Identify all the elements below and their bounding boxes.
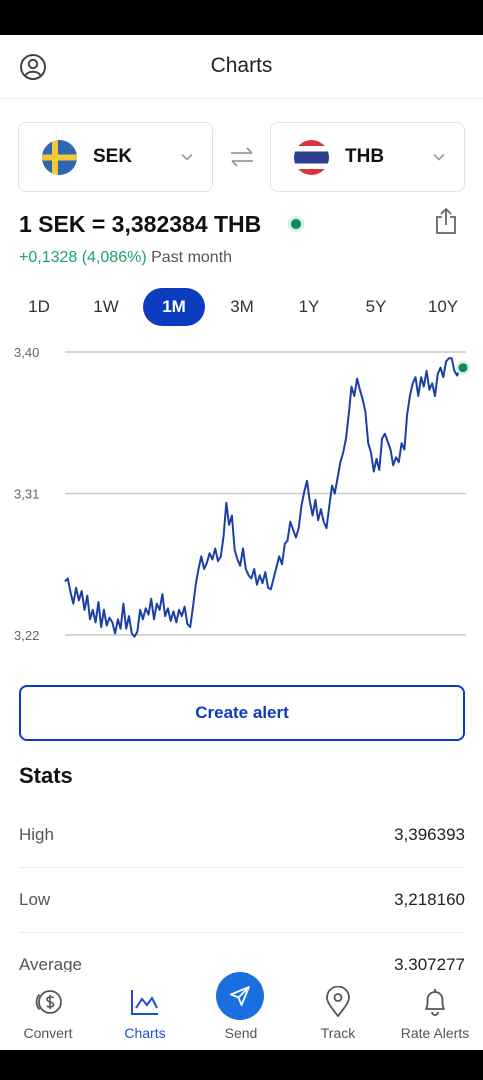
thailand-flag-icon [294,140,329,175]
chevron-down-icon [181,153,193,161]
stat-value: 3,396393 [394,825,465,844]
series-line [64,357,461,638]
range-1w-button[interactable]: 1W [93,297,119,316]
nav-convert[interactable]: Convert [0,972,96,1050]
nav-rate-alerts[interactable]: Rate Alerts [387,972,483,1050]
nav-send[interactable]: Send [193,972,289,1050]
page-title: Charts [210,54,273,77]
stat-value: 3.307277 [394,955,465,974]
from-currency-selector[interactable]: SEK [18,122,213,192]
chevron-down-icon [433,153,445,161]
live-status-dot [291,219,301,229]
rate-change-value: +0,1328 (4,086%) [19,249,147,266]
sweden-flag-icon [42,140,77,175]
nav-charts[interactable]: Charts [97,972,193,1050]
stat-row-high: High 3,396393 [19,803,465,868]
stats-heading: Stats [19,763,73,788]
send-button-circle [216,972,264,1020]
rate-chart[interactable]: 3,40 3,31 3,22 [0,335,483,655]
stat-label: Average [19,955,83,974]
time-range-selector: 1D 1W 1M 3M 1Y 5Y 10Y [8,288,476,326]
bell-icon [425,989,445,1016]
stat-value: 3,218160 [394,890,465,909]
from-currency-code: SEK [93,146,133,167]
rate-change: +0,1328 (4,086%) Past month [19,249,232,267]
end-marker [458,363,468,373]
to-currency-selector[interactable]: THB [270,122,465,192]
top-header: Charts [0,35,483,99]
stat-label: Low [19,890,51,909]
bottom-nav: Convert Charts Send Track [0,972,483,1050]
location-pin-icon [326,986,350,1018]
nav-label: Rate Alerts [400,1025,470,1041]
swap-arrows-icon[interactable] [228,143,256,171]
nav-label: Charts [124,1025,166,1041]
range-10y-button[interactable]: 10Y [427,297,459,316]
nav-label: Track [320,1025,356,1041]
y-tick-label: 3,31 [14,487,39,502]
range-1m-button[interactable]: 1M [143,288,205,326]
rate-change-period: Past month [151,249,233,266]
range-1d-button[interactable]: 1D [28,297,50,316]
stat-label: High [19,825,54,844]
range-1y-button[interactable]: 1Y [298,297,320,316]
coins-icon [35,990,62,1014]
profile-icon[interactable] [19,53,47,81]
nav-label: Send [224,1025,258,1041]
y-tick-label: 3,40 [14,345,39,360]
nav-track[interactable]: Track [290,972,386,1050]
range-3m-button[interactable]: 3M [230,297,254,316]
chart-icon [131,990,158,1015]
share-icon[interactable] [434,207,458,235]
nav-label: Convert [23,1025,73,1041]
stat-row-low: Low 3,218160 [19,868,465,933]
range-5y-button[interactable]: 5Y [365,297,387,316]
exchange-rate: 1 SEK = 3,382384 THB [19,211,262,237]
to-currency-code: THB [345,146,385,167]
app-screen: Charts SEK THB 1 SEK = 3,382384 THB [0,35,483,1050]
y-tick-label: 3,22 [14,628,39,643]
send-icon [230,986,250,1006]
create-alert-button[interactable]: Create alert [19,685,465,741]
